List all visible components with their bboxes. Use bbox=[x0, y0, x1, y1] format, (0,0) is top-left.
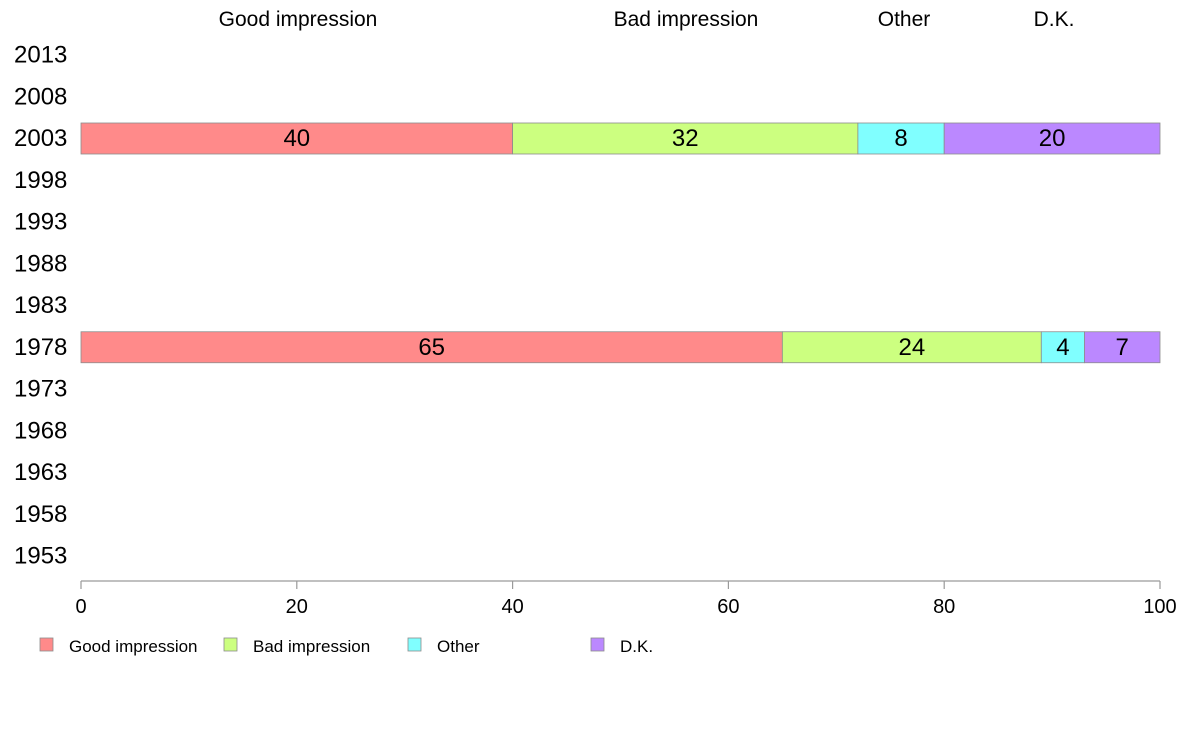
data-label-1978-3: 7 bbox=[1116, 334, 1129, 361]
legend-swatch-bad-impression bbox=[223, 637, 238, 652]
data-label-2003-2: 8 bbox=[894, 125, 907, 152]
x-tick-label-20: 20 bbox=[286, 596, 308, 618]
bar-1978-good-impression bbox=[80, 331, 783, 364]
legend-label-bad-impression: Bad impression bbox=[253, 637, 370, 656]
x-axis: 0 20 40 60 80 100 bbox=[75, 580, 1177, 618]
bar-2003-d-k bbox=[943, 122, 1161, 155]
bars: 40 32 8 20 65 24 4 7 bbox=[80, 122, 1161, 364]
y-tick-label-1998: 1998 bbox=[14, 167, 67, 194]
column-headers: Good impression Bad impression Other D.K… bbox=[219, 8, 1075, 31]
legend-label-good-impression: Good impression bbox=[69, 637, 198, 656]
bar-1978-d-k bbox=[1084, 331, 1161, 364]
y-tick-label-1993: 1993 bbox=[14, 209, 67, 236]
column-header-other: Other bbox=[878, 8, 931, 31]
bar-1978-other bbox=[1040, 331, 1085, 364]
legend-swatch-good-impression bbox=[39, 637, 54, 652]
y-tick-label-1988: 1988 bbox=[14, 250, 67, 277]
y-axis-labels: 2013 2008 2003 1998 1993 1988 1983 1978 1973 1968… bbox=[14, 42, 67, 570]
y-tick-label-2003: 2003 bbox=[14, 125, 67, 152]
data-label-2003-3: 20 bbox=[1039, 125, 1066, 152]
y-tick-label-2013: 2013 bbox=[14, 42, 67, 69]
legend-swatch-other bbox=[407, 637, 422, 652]
column-header-dk: D.K. bbox=[1034, 8, 1075, 31]
y-tick-label-1963: 1963 bbox=[14, 459, 67, 486]
legend: Good impression Bad impression Other D.K. bbox=[39, 637, 653, 656]
y-tick-label-1953: 1953 bbox=[14, 543, 67, 570]
column-header-good: Good impression bbox=[219, 8, 378, 31]
legend-label-other: Other bbox=[437, 637, 480, 656]
x-tick-label-100: 100 bbox=[1143, 596, 1176, 618]
data-label-1978-0: 65 bbox=[418, 334, 445, 361]
y-tick-label-1978: 1978 bbox=[14, 334, 67, 361]
bar-2003-bad-impression bbox=[512, 122, 859, 155]
x-tick-label-60: 60 bbox=[717, 596, 739, 618]
data-label-1978-1: 24 bbox=[898, 334, 925, 361]
legend-label-d-k: D.K. bbox=[620, 637, 653, 656]
legend-swatch-d-k bbox=[590, 637, 605, 652]
bar-2003-other bbox=[857, 122, 945, 155]
y-tick-label-1983: 1983 bbox=[14, 292, 67, 319]
y-tick-label-1968: 1968 bbox=[14, 417, 67, 444]
y-tick-label-1958: 1958 bbox=[14, 501, 67, 528]
x-tick-label-80: 80 bbox=[933, 596, 955, 618]
bar-1978-bad-impression bbox=[781, 331, 1042, 364]
column-header-bad: Bad impression bbox=[614, 8, 759, 31]
data-label-1978-2: 4 bbox=[1056, 334, 1069, 361]
y-tick-label-1973: 1973 bbox=[14, 376, 67, 403]
x-tick-label-0: 0 bbox=[75, 596, 86, 618]
bar-2003-good-impression bbox=[80, 122, 514, 155]
data-label-2003-1: 32 bbox=[672, 125, 699, 152]
data-label-2003-0: 40 bbox=[283, 125, 310, 152]
y-tick-label-2008: 2008 bbox=[14, 83, 67, 110]
x-tick-label-40: 40 bbox=[501, 596, 523, 618]
